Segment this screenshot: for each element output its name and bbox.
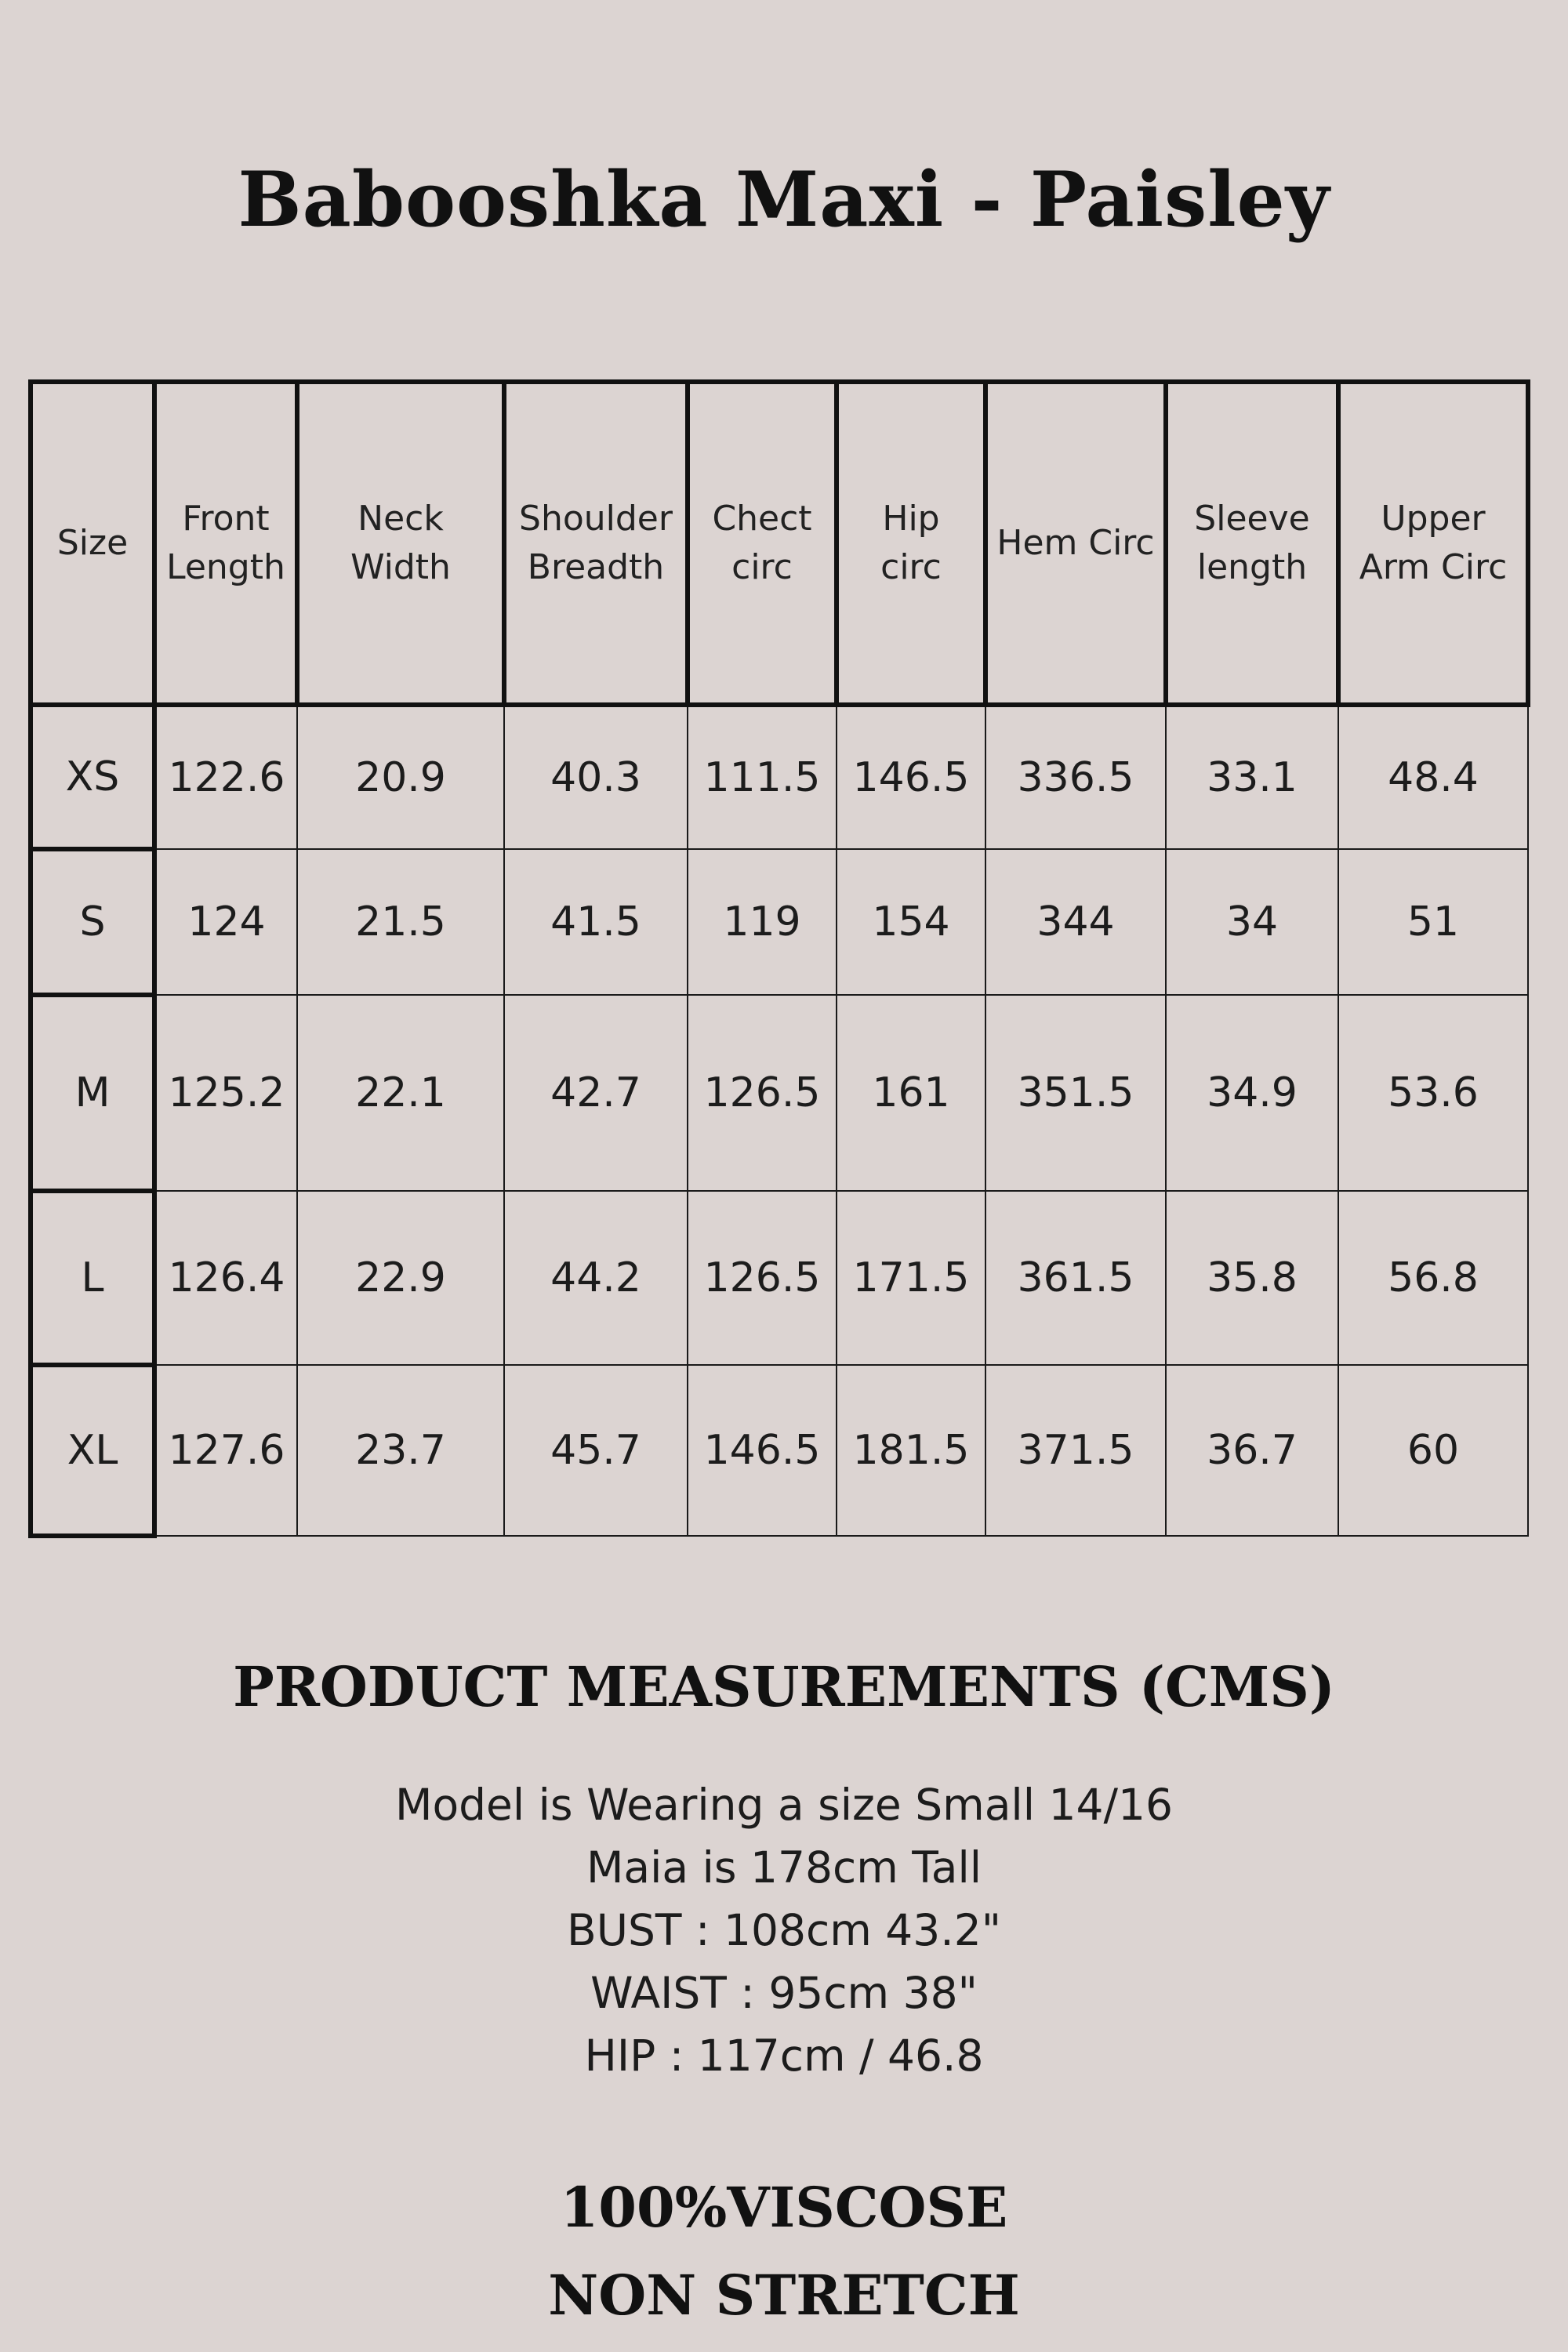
table-cell: 125.2 — [154, 994, 298, 1192]
model-info: Model is Wearing a size Small 14/16 Maia… — [0, 1773, 1568, 2087]
table-cell: 161 — [836, 994, 986, 1192]
header-shoulder-breadth: Shoulder Breadth — [502, 379, 690, 707]
table-cell: 119 — [687, 848, 837, 996]
table-cell: 154 — [836, 848, 986, 996]
table-cell: 122.6 — [154, 704, 298, 850]
table-cell: 20.9 — [296, 704, 505, 850]
table-cell: 344 — [985, 848, 1167, 996]
table-header-row: Size Front Length Neck Width Shoulder Bread… — [28, 379, 1530, 707]
fabric-composition: 100%VISCOSE — [560, 2175, 1008, 2240]
header-neck-width: Neck Width — [295, 379, 506, 707]
section-heading: PRODUCT MEASUREMENTS (CMS) — [233, 1654, 1335, 1719]
table-cell: 351.5 — [985, 994, 1167, 1192]
model-hip-line: HIP : 117cm / 46.8 — [584, 2031, 984, 2081]
table-cell: 34 — [1165, 848, 1339, 996]
model-bust-line: BUST : 108cm 43.2" — [566, 1905, 1002, 1955]
table-cell: 42.7 — [503, 994, 688, 1192]
table-cell: 124 — [154, 848, 298, 996]
fabric-stretch: NON STRETCH — [548, 2263, 1020, 2328]
table-cell: 361.5 — [985, 1190, 1167, 1366]
fabric-info: 100%VISCOSE NON STRETCH — [0, 2164, 1568, 2339]
size-cell: M — [28, 993, 157, 1193]
table-cell: 22.9 — [296, 1190, 505, 1366]
table-cell: 126.4 — [154, 1190, 298, 1366]
page-title: Babooshka Maxi - Paisley — [238, 155, 1330, 244]
table-row: XL 127.6 23.7 45.7 146.5 181.5 371.5 36.… — [28, 1363, 1529, 1538]
model-waist-line: WAIST : 95cm 38" — [590, 1968, 978, 2018]
table-cell: 45.7 — [503, 1364, 688, 1537]
table-cell: 44.2 — [503, 1190, 688, 1366]
table-cell: 51 — [1338, 848, 1529, 996]
table-cell: 53.6 — [1338, 994, 1529, 1192]
header-hem-circ: Hem Circ — [983, 379, 1168, 707]
header-hip-circ: Hip circ — [834, 379, 988, 707]
table-cell: 181.5 — [836, 1364, 986, 1537]
model-size-line: Model is Wearing a size Small 14/16 — [395, 1780, 1173, 1830]
table-cell: 41.5 — [503, 848, 688, 996]
table-cell: 33.1 — [1165, 704, 1339, 850]
header-front-length: Front Length — [152, 379, 299, 707]
table-cell: 35.8 — [1165, 1190, 1339, 1366]
table-cell: 111.5 — [687, 704, 837, 850]
header-chest-circ: Chect circ — [685, 379, 839, 707]
size-chart-table: Size Front Length Neck Width Shoulder Bread… — [28, 379, 1530, 1538]
table-row: XS 122.6 20.9 40.3 111.5 146.5 336.5 33.… — [28, 702, 1529, 851]
table-cell: 36.7 — [1165, 1364, 1339, 1537]
table-cell: 171.5 — [836, 1190, 986, 1366]
table-cell: 146.5 — [836, 704, 986, 850]
table-cell: 371.5 — [985, 1364, 1167, 1537]
table-cell: 56.8 — [1338, 1190, 1529, 1366]
table-cell: 21.5 — [296, 848, 505, 996]
table-cell: 126.5 — [687, 994, 837, 1192]
size-cell: XL — [28, 1363, 157, 1538]
model-height-line: Maia is 178cm Tall — [586, 1842, 982, 1893]
table-cell: 48.4 — [1338, 704, 1529, 850]
table-cell: 146.5 — [687, 1364, 837, 1537]
table-cell: 23.7 — [296, 1364, 505, 1537]
table-cell: 34.9 — [1165, 994, 1339, 1192]
header-size: Size — [28, 379, 157, 707]
table-row: M 125.2 22.1 42.7 126.5 161 351.5 34.9 5… — [28, 993, 1529, 1193]
table-cell: 60 — [1338, 1364, 1529, 1537]
table-row: S 124 21.5 41.5 119 154 344 34 51 — [28, 847, 1529, 997]
table-cell: 126.5 — [687, 1190, 837, 1366]
table-row: L 126.4 22.9 44.2 126.5 171.5 361.5 35.8… — [28, 1189, 1529, 1367]
header-upper-arm-circ: Upper Arm Circ — [1336, 379, 1530, 707]
table-cell: 22.1 — [296, 994, 505, 1192]
size-cell: L — [28, 1189, 157, 1367]
size-cell: S — [28, 847, 157, 997]
table-cell: 336.5 — [985, 704, 1167, 850]
table-cell: 40.3 — [503, 704, 688, 850]
table-cell: 127.6 — [154, 1364, 298, 1537]
header-sleeve-length: Sleeve length — [1163, 379, 1341, 707]
size-cell: XS — [28, 702, 157, 851]
